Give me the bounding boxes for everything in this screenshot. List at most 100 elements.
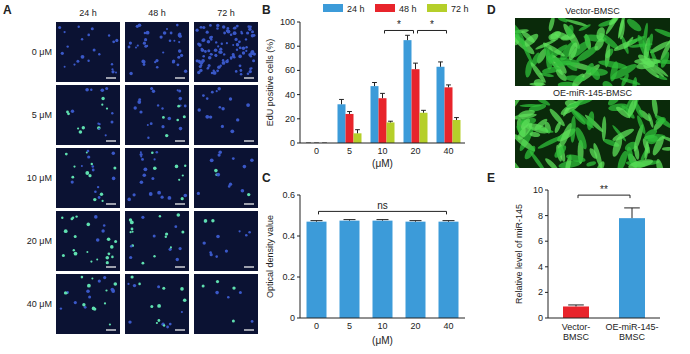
nucleus xyxy=(143,174,147,178)
nucleus xyxy=(67,112,70,115)
micrograph xyxy=(56,211,120,271)
nucleus xyxy=(238,40,241,43)
nucleus xyxy=(184,70,187,73)
nucleus xyxy=(210,158,214,162)
nucleus xyxy=(210,38,212,40)
nucleus xyxy=(229,97,232,100)
nucleus xyxy=(129,72,132,75)
error-bar xyxy=(446,85,451,87)
significance-bracket xyxy=(385,30,414,33)
panel-letter: B xyxy=(262,3,271,17)
scale-bar xyxy=(244,203,254,204)
nucleus xyxy=(149,192,153,196)
bar xyxy=(340,221,360,318)
significance-label: * xyxy=(397,19,401,30)
nucleus xyxy=(93,308,96,311)
nucleus xyxy=(151,177,154,180)
error-bar xyxy=(421,110,426,112)
cell xyxy=(515,100,525,112)
error-bar xyxy=(405,35,410,40)
error-bar xyxy=(438,62,443,67)
cell xyxy=(661,135,670,144)
cell xyxy=(554,67,569,82)
nucleus xyxy=(220,65,222,67)
nucleus xyxy=(146,31,150,35)
nucleus xyxy=(108,252,111,255)
scale-bar xyxy=(175,140,185,141)
nucleus xyxy=(93,198,96,201)
cell xyxy=(604,18,620,35)
nucleus xyxy=(107,238,111,242)
cell xyxy=(610,135,624,158)
cell xyxy=(592,37,605,53)
nucleus xyxy=(179,97,183,101)
cell xyxy=(523,144,538,161)
nucleus xyxy=(180,287,184,291)
legend-swatch xyxy=(323,4,343,12)
nucleus xyxy=(235,70,238,73)
image-background xyxy=(56,211,120,271)
nucleus xyxy=(64,31,66,33)
nucleus xyxy=(247,193,250,196)
nucleus xyxy=(200,64,202,66)
nucleus xyxy=(101,229,104,232)
nucleus xyxy=(161,196,164,199)
error-bar xyxy=(413,63,418,69)
cell xyxy=(620,73,630,86)
nucleus xyxy=(127,198,131,202)
error-bar xyxy=(344,220,356,221)
column-label: 72 h xyxy=(217,8,235,18)
legend-label: 72 h xyxy=(451,4,469,14)
nucleus xyxy=(201,39,204,42)
cell xyxy=(662,147,670,151)
nucleus xyxy=(67,45,69,47)
nucleus xyxy=(202,94,205,97)
nucleus xyxy=(202,38,206,42)
nucleus xyxy=(151,152,154,155)
nucleus xyxy=(142,262,145,265)
error-bar xyxy=(568,305,584,307)
label-line: Vector- xyxy=(562,322,591,332)
nucleus xyxy=(111,63,113,65)
nucleus xyxy=(78,26,80,28)
nucleus xyxy=(177,213,181,217)
panel-letter: C xyxy=(262,171,271,185)
cell xyxy=(634,145,641,160)
scale-bar xyxy=(244,266,254,267)
scale-bar xyxy=(106,203,116,204)
nucleus xyxy=(230,56,233,59)
nucleus xyxy=(221,107,224,110)
nucleus xyxy=(205,115,209,119)
panel-letter: D xyxy=(487,3,496,17)
nucleus xyxy=(162,116,165,119)
cell xyxy=(584,62,595,75)
nucleus xyxy=(144,38,147,41)
nucleus xyxy=(137,100,141,104)
nucleus xyxy=(141,60,145,64)
image-background xyxy=(125,211,189,271)
scale-bar xyxy=(106,77,116,78)
column-label: 48 h xyxy=(148,8,166,18)
nucleus xyxy=(214,49,218,53)
bar xyxy=(437,67,445,143)
nucleus xyxy=(227,30,231,34)
nucleus xyxy=(170,32,173,35)
scale-bar xyxy=(106,140,116,141)
micrograph xyxy=(56,85,120,145)
nucleus xyxy=(200,26,203,29)
scale-bar xyxy=(106,266,116,267)
nucleus xyxy=(127,283,129,285)
significance-label: * xyxy=(430,19,434,30)
nucleus xyxy=(81,276,84,279)
cell xyxy=(517,108,535,119)
nucleus xyxy=(100,193,103,196)
x-axis xyxy=(300,143,465,144)
nucleus xyxy=(165,236,167,238)
y-axis-label: Optical density value xyxy=(265,215,275,298)
nucleus xyxy=(106,256,110,260)
nucleus xyxy=(201,49,205,53)
nucleus xyxy=(243,165,247,169)
cell xyxy=(644,141,650,160)
nucleus xyxy=(98,53,100,55)
nucleus xyxy=(225,250,228,253)
